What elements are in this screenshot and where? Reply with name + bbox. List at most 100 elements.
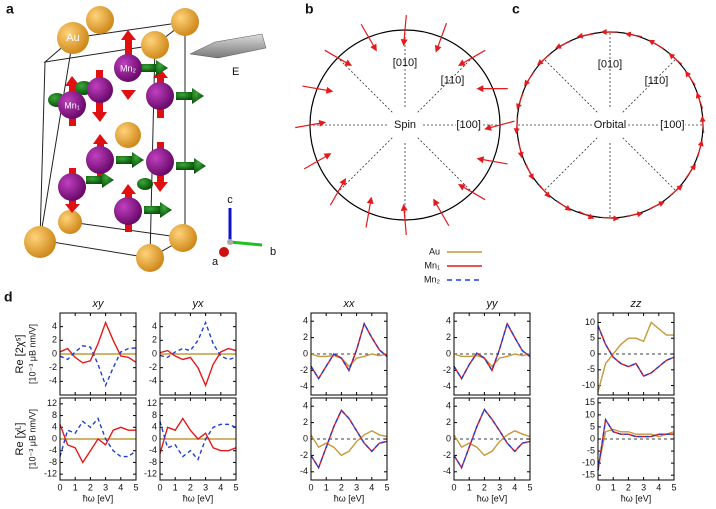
series-line	[597, 428, 675, 469]
arrow	[537, 53, 551, 66]
legend-label: Au	[429, 246, 440, 256]
series-line	[310, 409, 388, 470]
arrow	[524, 71, 535, 87]
atom-label: Mn₂	[120, 63, 137, 73]
mn-atom	[58, 91, 86, 119]
direction-line	[337, 57, 393, 113]
y-tick-label: 0	[52, 433, 57, 443]
direction-label: [100]	[660, 119, 684, 131]
y-tick-label: -5	[587, 445, 595, 455]
chart-title: xy	[92, 298, 106, 310]
arrow	[517, 141, 524, 159]
direction-line	[543, 137, 598, 192]
y-tick-label: 2	[303, 332, 308, 342]
arrow	[669, 184, 683, 197]
arrow	[600, 29, 618, 35]
x-tick-label: 1	[467, 482, 472, 492]
series-line	[597, 321, 674, 393]
au-atom	[141, 31, 169, 59]
y-tick-label: -10	[582, 380, 595, 390]
arrow	[648, 39, 664, 49]
plot-frame	[159, 397, 237, 481]
y-tick-label: 2	[52, 335, 57, 345]
arrow	[303, 153, 332, 170]
x-tick-label: 0	[451, 482, 456, 492]
arrow	[295, 119, 327, 129]
x-tick-label: 2	[626, 482, 631, 492]
mn-atom	[58, 173, 86, 201]
mn-atom	[146, 82, 174, 110]
direction-line	[622, 58, 677, 113]
x-tick-label: 3	[203, 482, 208, 492]
y-tick-label: -4	[443, 381, 451, 391]
arrow	[365, 196, 374, 228]
series-line	[59, 345, 137, 388]
y-tick-label: -10	[582, 457, 595, 467]
arrow	[556, 200, 572, 211]
y-tick-label: 4	[52, 422, 57, 432]
panel-label: b	[305, 1, 314, 17]
y-tick-label: -8	[149, 457, 157, 467]
y-tick-label: 15	[585, 397, 595, 407]
arrow	[434, 22, 448, 53]
arrow	[476, 85, 508, 93]
x-tick-label: 2	[339, 482, 344, 492]
arrow	[433, 198, 450, 227]
y-tick-label: -8	[49, 457, 57, 467]
axis-label: c	[227, 194, 233, 206]
series-line	[597, 417, 674, 471]
series-line	[453, 353, 531, 368]
au-atom	[115, 122, 141, 148]
plot-frame	[59, 312, 137, 396]
arrow	[329, 178, 346, 206]
y-tick-label: -4	[300, 381, 308, 391]
arrow	[484, 120, 515, 131]
au-atom	[169, 224, 197, 252]
arrow	[576, 32, 594, 39]
x-tick-label: 5	[133, 482, 138, 492]
x-axis-label: ħω [eV]	[334, 493, 365, 503]
x-tick-label: 4	[656, 482, 661, 492]
x-axis-label: ħω [eV]	[477, 493, 508, 503]
y-axis-label: Re [2χˢ]	[14, 335, 26, 374]
axis-origin	[227, 239, 233, 245]
au-atom	[136, 244, 164, 272]
y-tick-label: 4	[152, 321, 157, 331]
y-axis-label: [10⁻³ μB nm/V]	[27, 324, 37, 384]
y-axis-label: Re [χᴸ]	[14, 423, 26, 456]
arrow	[697, 140, 704, 157]
plot-frame	[453, 312, 531, 396]
series-line	[453, 430, 531, 457]
chart-title: zz	[630, 298, 643, 310]
arrow	[624, 31, 643, 38]
x-axis-label: ħω [eV]	[83, 493, 114, 503]
series-line	[453, 408, 531, 470]
y-tick-label: 4	[303, 401, 308, 411]
arrow	[601, 215, 620, 222]
au-atom	[24, 226, 56, 258]
mn-atom	[146, 148, 174, 176]
x-tick-label: 4	[218, 482, 223, 492]
au-atom	[57, 22, 89, 54]
y-tick-label: 5	[590, 421, 595, 431]
legend-label: Mn₁	[424, 260, 440, 270]
x-axis-label: ħω [eV]	[183, 493, 214, 503]
arrow	[400, 203, 408, 235]
mn-atom	[114, 54, 142, 82]
y-tick-label: 4	[446, 316, 451, 326]
x-tick-label: 0	[308, 482, 313, 492]
axis-a	[219, 247, 229, 257]
arrow	[324, 49, 352, 66]
y-tick-label: -15	[582, 470, 595, 480]
panel-label: a	[6, 1, 14, 17]
y-tick-label: 10	[585, 317, 595, 327]
atom-label: Mn₁	[64, 100, 80, 110]
arrow	[555, 40, 572, 49]
y-tick-label: 0	[152, 348, 157, 358]
y-tick-label: -4	[149, 445, 157, 455]
arrow	[525, 163, 534, 180]
direction-label: [010]	[393, 57, 417, 69]
arrow	[538, 184, 551, 198]
y-tick-label: -4	[443, 466, 451, 476]
